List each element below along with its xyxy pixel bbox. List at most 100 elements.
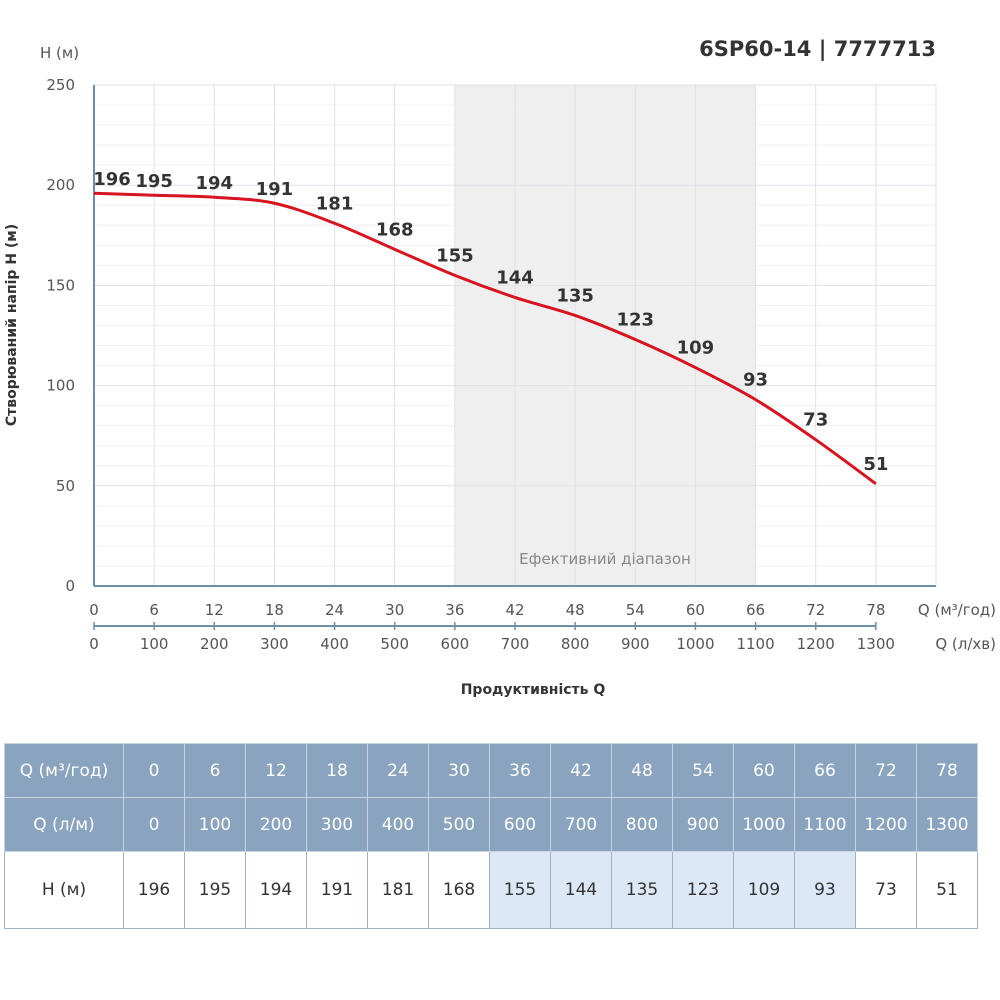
table-cell: 195 — [184, 851, 246, 929]
x2-tick-label: 100 — [140, 635, 169, 653]
table-cell: 144 — [550, 851, 612, 929]
table-cell: 51 — [916, 851, 978, 929]
pump-curve-chart: 0501001502002500061001220018300244003050… — [4, 37, 996, 698]
x-tick-label: 30 — [385, 601, 404, 619]
x2-tick-label: 1300 — [857, 635, 895, 653]
y-tick-label: 0 — [65, 577, 75, 595]
row-label: H (м) — [4, 851, 124, 929]
x-tick-label: 0 — [89, 601, 99, 619]
table-cell: 181 — [367, 851, 429, 929]
x-tick-label: 36 — [445, 601, 464, 619]
table-row: H (м) 196 195 194 191 181 168 155 144 135 123 109 93… — [4, 851, 978, 929]
data-label: 168 — [376, 219, 414, 240]
table-cell: 93 — [794, 851, 856, 929]
x2-tick-label: 600 — [441, 635, 470, 653]
x-tick-label: 24 — [325, 601, 344, 619]
x2-tick-label: 500 — [380, 635, 409, 653]
table-cell: 400 — [367, 797, 429, 852]
x-tick-label: 72 — [806, 601, 825, 619]
x-tick-label: 66 — [746, 601, 765, 619]
data-label: 93 — [743, 370, 768, 391]
y-tick-label: 100 — [46, 377, 75, 395]
table-cell: 300 — [306, 797, 368, 852]
table-cell: 123 — [672, 851, 734, 929]
table-cell: 200 — [245, 797, 307, 852]
x2-tick-label: 0 — [89, 635, 99, 653]
x2-tick-label: 700 — [501, 635, 530, 653]
table-cell: 1000 — [733, 797, 795, 852]
x-tick-label: 6 — [149, 601, 159, 619]
data-label: 135 — [556, 285, 594, 306]
data-label: 123 — [616, 310, 654, 331]
table-cell: 500 — [428, 797, 490, 852]
table-cell: 168 — [428, 851, 490, 929]
x-tick-label: 78 — [866, 601, 885, 619]
chart-title: 6SP60-14 | 7777713 — [699, 37, 936, 62]
data-label: 191 — [256, 179, 294, 200]
efficient-range-band — [454, 85, 756, 586]
x-tick-label: 48 — [566, 601, 585, 619]
y-axis-label: Створюваний напір H (м) — [4, 224, 20, 426]
table-cell: 900 — [672, 797, 734, 852]
table-cell: 191 — [306, 851, 368, 929]
y-tick-label: 200 — [46, 176, 75, 194]
x2-tick-label: 900 — [621, 635, 650, 653]
x-unit-1: Q (м³/год) — [918, 601, 996, 619]
table-cell: 0 — [123, 743, 185, 798]
table-cell: 196 — [123, 851, 185, 929]
table-cell: 73 — [855, 851, 917, 929]
table-row: Q (л/м) 0 100 200 300 400 500 600 700 800 900 1000 1… — [4, 797, 978, 852]
y-tick-label: 150 — [46, 276, 75, 294]
x-tick-label: 60 — [686, 601, 705, 619]
data-label: 51 — [863, 454, 888, 475]
table-cell: 72 — [855, 743, 917, 798]
row-label: Q (м³/год) — [4, 743, 124, 798]
x2-tick-label: 1100 — [736, 635, 774, 653]
head-curve — [93, 191, 877, 486]
y-tick-label: 250 — [46, 76, 75, 94]
x2-tick-label: 300 — [260, 635, 289, 653]
table-cell: 0 — [123, 797, 185, 852]
table-cell: 1200 — [855, 797, 917, 852]
data-label: 109 — [677, 338, 715, 359]
y-tick-label: 50 — [56, 477, 75, 495]
table-cell: 66 — [794, 743, 856, 798]
table-cell: 109 — [733, 851, 795, 929]
efficient-range-label: Ефективний діапазон — [519, 550, 691, 568]
x2-tick-label: 400 — [320, 635, 349, 653]
table-cell: 100 — [184, 797, 246, 852]
table-cell: 60 — [733, 743, 795, 798]
table-cell: 54 — [672, 743, 734, 798]
table-cell: 6 — [184, 743, 246, 798]
x2-tick-label: 200 — [200, 635, 229, 653]
x-tick-label: 42 — [505, 601, 524, 619]
data-label: 196 — [93, 169, 131, 190]
x-tick-label: 54 — [626, 601, 645, 619]
table-cell: 155 — [489, 851, 551, 929]
table-cell: 42 — [550, 743, 612, 798]
x2-tick-label: 800 — [561, 635, 590, 653]
row-label: Q (л/м) — [4, 797, 124, 852]
table-cell: 1100 — [794, 797, 856, 852]
x2-tick-label: 1200 — [797, 635, 835, 653]
x-tick-label: 12 — [205, 601, 224, 619]
x-axis-label: Продуктивність Q — [461, 682, 606, 698]
x-tick-label: 18 — [265, 601, 284, 619]
table-cell: 800 — [611, 797, 673, 852]
table-cell: 135 — [611, 851, 673, 929]
x2-tick-label: 1000 — [676, 635, 714, 653]
table-cell: 194 — [245, 851, 307, 929]
x-unit-2: Q (л/хв) — [935, 635, 996, 653]
table-cell: 78 — [916, 743, 978, 798]
data-label: 195 — [135, 171, 173, 192]
table-cell: 30 — [428, 743, 490, 798]
table-cell: 48 — [611, 743, 673, 798]
table-cell: 1300 — [916, 797, 978, 852]
table-cell: 600 — [489, 797, 551, 852]
data-label: 181 — [316, 193, 354, 214]
table-cell: 18 — [306, 743, 368, 798]
data-label: 144 — [496, 267, 534, 288]
y-unit-label: H (м) — [40, 44, 79, 62]
data-label: 155 — [436, 245, 474, 266]
table-cell: 700 — [550, 797, 612, 852]
